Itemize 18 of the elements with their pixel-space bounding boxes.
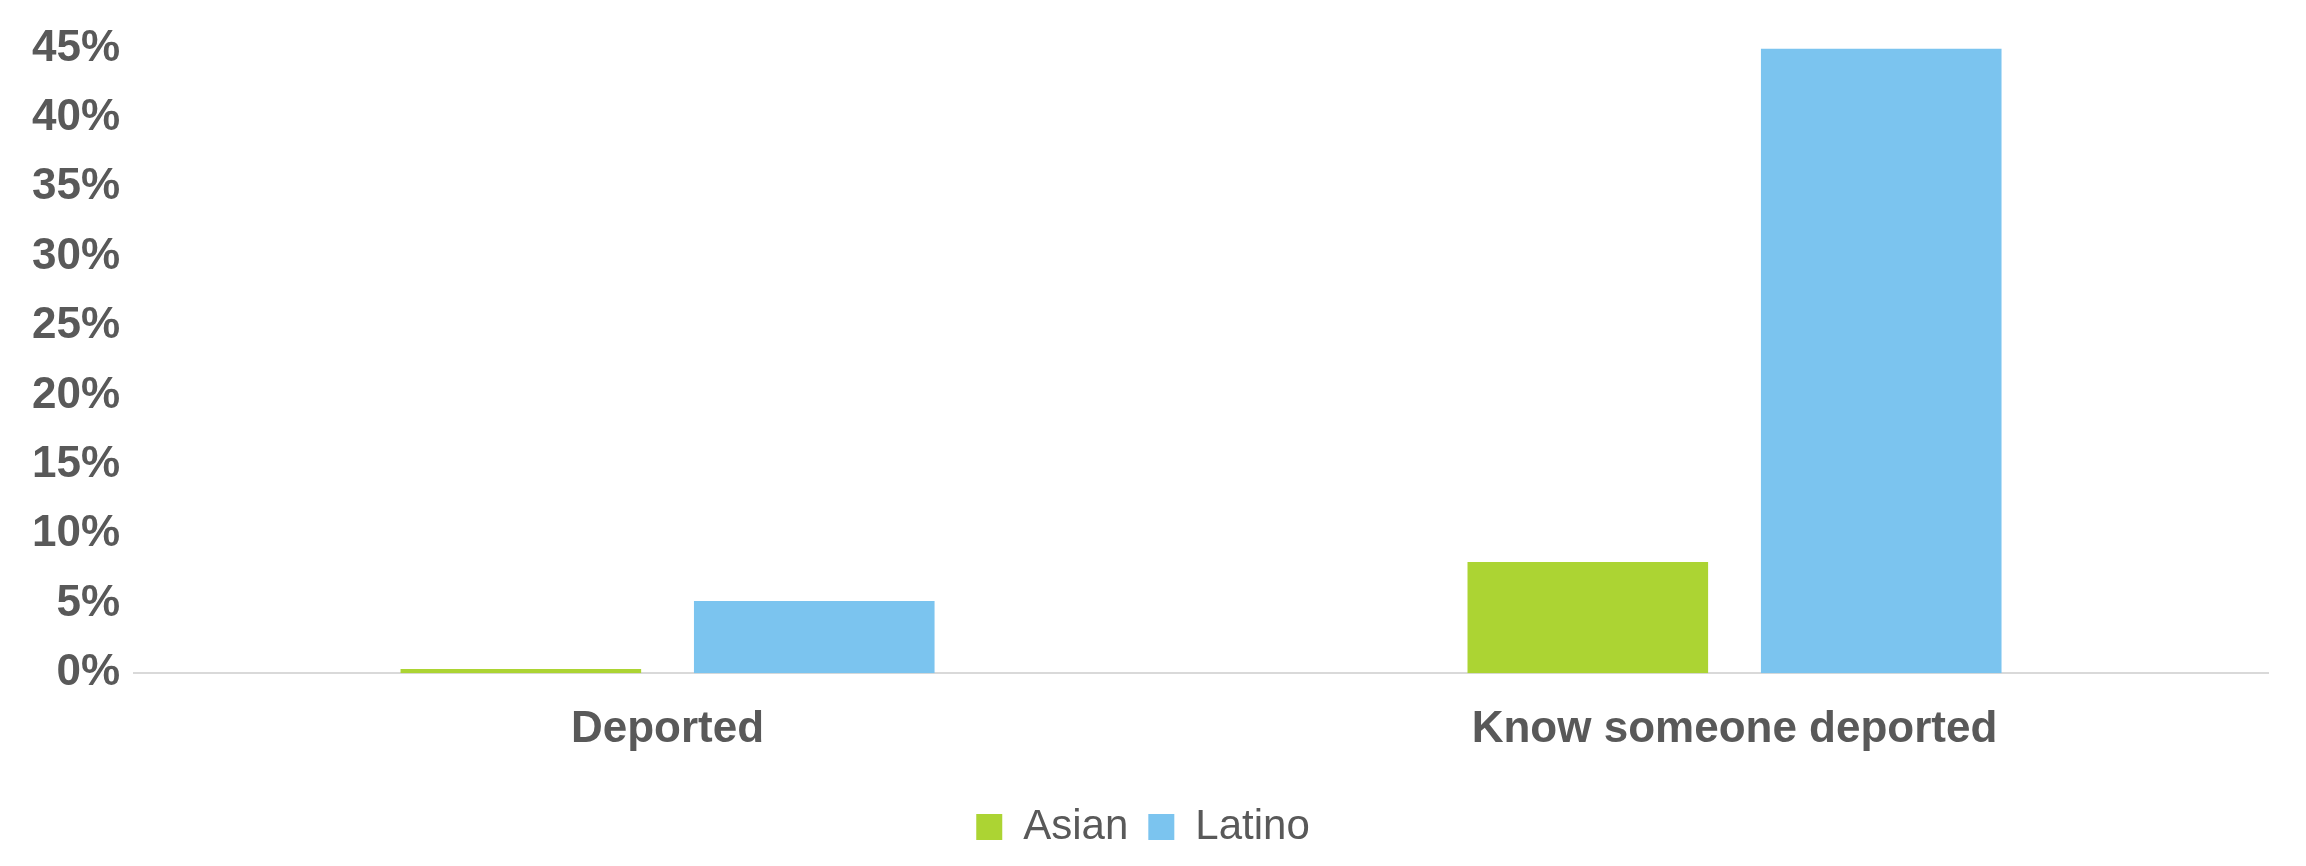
y-tick-label: 30% [31, 228, 121, 278]
y-tick-label: 35% [31, 159, 121, 209]
y-tick-label: 0% [56, 645, 121, 695]
bar [1760, 48, 2002, 674]
bar [1467, 562, 1709, 674]
legend-label: Latino [1195, 800, 1310, 848]
y-tick-label: 5% [56, 575, 121, 625]
x-tick-label: Deported [570, 701, 765, 751]
bar [400, 669, 642, 674]
y-tick-label: 45% [31, 20, 121, 70]
y-tick-label: 25% [31, 298, 121, 348]
legend-label: Asian [1023, 800, 1129, 848]
y-tick-label: 15% [31, 437, 121, 487]
y-tick-label: 10% [31, 506, 121, 556]
bar [693, 601, 935, 674]
y-tick-label: 20% [31, 367, 121, 417]
y-tick-label: 40% [31, 89, 121, 139]
x-tick-label: Know someone deported [1471, 701, 1998, 751]
